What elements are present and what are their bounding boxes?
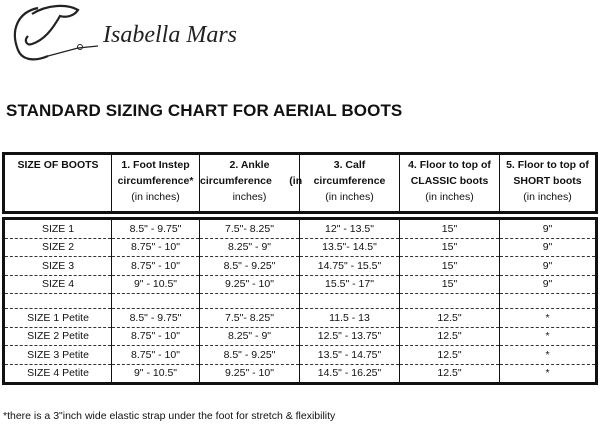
table-cell: 15" — [399, 256, 500, 276]
table-cell — [299, 293, 400, 309]
header-line: 3. Calf — [333, 159, 366, 171]
header-line: circumference — [313, 175, 386, 187]
table-cell: 8.25" - 9" — [199, 238, 300, 257]
table-cell — [111, 293, 200, 309]
table-cell: 8.75" - 10" — [111, 327, 200, 346]
header-line: 2. Ankle — [229, 159, 270, 171]
table-cell: SIZE 2 Petite — [3, 327, 112, 346]
table-cell: 7.5"- 8.25" — [199, 308, 300, 328]
table-row: SIZE 4 Petite 9" - 10.5" 9.25" - 10" 14.5" … — [4, 364, 597, 384]
table-cell: 9" — [499, 218, 597, 239]
table-cell: * — [499, 327, 597, 346]
horse-head-logo: Isabella Mars — [13, 4, 237, 61]
sizing-header-table: SIZE OF BOOTS 1. Foot Instep circumference… — [2, 152, 598, 214]
column-header: 4. Floor to top of CLASSIC boots (in inche… — [399, 153, 500, 213]
table-cell: 12.5" - 13.75" — [299, 327, 400, 346]
table-row: SIZE 2 8.75" - 10" 8.25" - 9" 13.5"- 14.5" 1… — [3, 238, 597, 257]
header-line: circumference (in — [200, 175, 303, 187]
header-line: 4. Floor to top of — [408, 159, 491, 171]
header-line: 1. Foot Instep — [121, 159, 190, 171]
table-cell: 8.75" - 10" — [111, 256, 200, 276]
table-row: SIZE 2 Petite 8.75" - 10" 8.25" - 9" 12.5" … — [3, 327, 597, 346]
column-header: 5. Floor to top of SHORT boots (in inches) — [499, 153, 597, 213]
table-row: SIZE 3 Petite 8.75" - 10" 8.5" - 9.25" 13.5… — [3, 345, 597, 365]
header-line: (in inches) — [131, 191, 180, 203]
table-cell: 15" — [399, 238, 500, 257]
table-row: SIZE 1 Petite 8.5" - 9.75" 7.5"- 8.25" 11.5… — [3, 308, 597, 328]
header-line: (in inches) — [325, 191, 374, 203]
header-line: SIZE OF BOOTS — [17, 159, 99, 171]
table-row: SIZE 1 8.5" - 9.75" 7.5"- 8.25" 12" - 13.5"… — [3, 218, 597, 239]
table-cell: 9" — [499, 256, 597, 276]
table-cell: 9" — [499, 238, 597, 257]
table-cell: 12.5" — [399, 345, 500, 365]
table-cell: 14.5" - 16.25" — [299, 364, 400, 384]
table-row: SIZE 3 8.75" - 10" 8.5" - 9.25" 14.75" - 15… — [3, 256, 597, 276]
table-cell — [3, 293, 112, 309]
table-cell — [199, 293, 300, 309]
column-header: 2. Ankle circumference (in inches) — [199, 153, 303, 213]
header-line: SHORT boots — [513, 175, 582, 187]
column-header: 1. Foot Instep circumference* (in inches) — [111, 153, 200, 213]
table-cell: 15.5" - 17" — [299, 275, 400, 294]
table-cell — [499, 293, 597, 309]
table-cell: 9" - 10.5" — [111, 364, 200, 384]
header-line: inches) — [232, 191, 267, 203]
header-line: (in inches) — [425, 191, 474, 203]
table-cell: 8.5" - 9.75" — [111, 308, 200, 328]
table-cell: * — [499, 364, 597, 384]
table-cell: SIZE 1 — [3, 218, 112, 239]
table-cell: 12.5" — [399, 364, 500, 384]
header-line: CLASSIC boots — [410, 175, 489, 187]
table-cell: 8.5" - 9.25" — [199, 345, 300, 365]
table-cell: SIZE 3 Petite — [3, 345, 112, 365]
table-cell: 8.75" - 10" — [111, 345, 200, 365]
table-cell: * — [499, 308, 597, 328]
brand-name: Isabella Mars — [102, 22, 237, 48]
table-cell: SIZE 4 — [3, 275, 112, 294]
table-cell: 8.5" - 9.75" — [111, 218, 200, 239]
table-cell: 8.25" - 9" — [199, 327, 300, 346]
table-cell: SIZE 4 Petite — [27, 367, 89, 380]
table-cell: 13.5" - 14.75" — [299, 345, 400, 365]
table-cell: 9" — [499, 275, 597, 294]
table-row — [3, 293, 597, 309]
table-cell: 9" - 10.5" — [111, 275, 200, 294]
table-cell: 13.5"- 14.5" — [299, 238, 400, 257]
table-cell: * — [499, 345, 597, 365]
header-line: 5. Floor to top of — [506, 159, 589, 171]
table-cell: 7.5"- 8.25" — [199, 218, 300, 239]
table-cell: 15" — [399, 275, 500, 294]
table-cell: 14.75" - 15.5" — [299, 256, 400, 276]
table-cell: 12.5" — [399, 327, 500, 346]
table-cell: 8.5" - 9.25" — [199, 256, 300, 276]
column-header: 3. Calf circumference (in inches) — [299, 153, 400, 213]
table-row: SIZE 4 9" - 10.5" 9.25" - 10" 15.5" - 17" 15… — [3, 275, 597, 294]
footnote: *there is a 3"inch wide elastic strap un… — [3, 410, 336, 422]
table-cell: SIZE 1 Petite — [3, 308, 112, 328]
table-cell: 12" - 13.5" — [299, 218, 400, 239]
sizing-table: SIZE 1 8.5" - 9.75" 7.5"- 8.25" 12" - 13.5"… — [2, 217, 598, 385]
table-cell: SIZE 3 — [3, 256, 112, 276]
table-cell — [399, 293, 500, 309]
table-cell: 12.5" — [399, 308, 500, 328]
page-title: STANDARD SIZING CHART FOR AERIAL BOOTS — [6, 101, 403, 120]
table-cell: 15" — [399, 218, 500, 239]
table-cell: 8.75" - 10" — [111, 238, 200, 257]
header-line: circumference* — [117, 175, 194, 187]
header-line: (in inches) — [523, 191, 572, 203]
table-cell: 9.25" - 10" — [199, 364, 300, 384]
table-cell: SIZE 2 — [3, 238, 112, 257]
table-cell: 9.25" - 10" — [199, 275, 300, 294]
table-cell: 11.5 - 13 — [299, 308, 400, 328]
column-header: SIZE OF BOOTS — [4, 154, 112, 213]
